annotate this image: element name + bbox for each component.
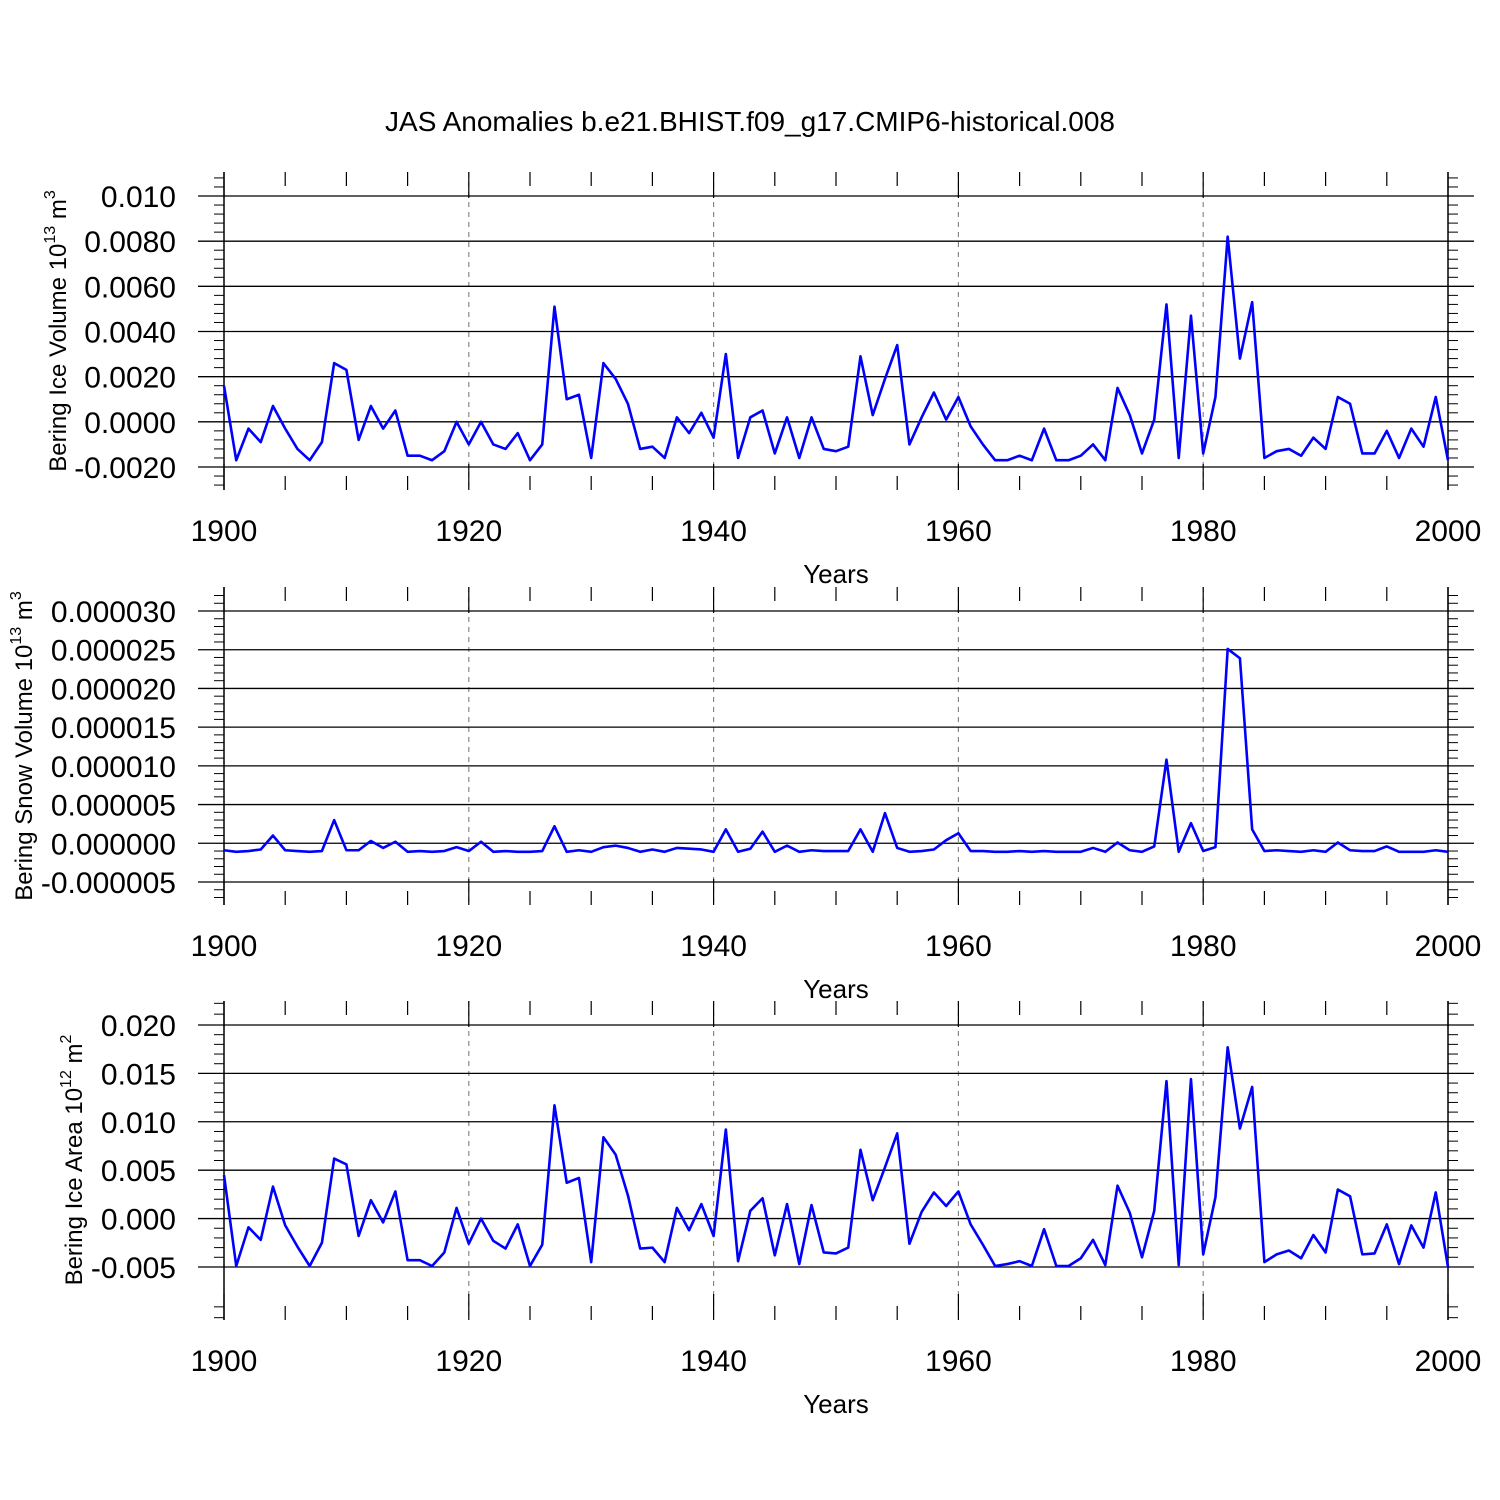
panels: -0.0020 0.0000 0.0020 0.0040 0.0060 0.0080 0.0… <box>8 172 1481 1419</box>
y-axis-label: Bering Snow Volume 1013 m3 <box>8 591 38 901</box>
x-axis-label: Years <box>803 559 869 589</box>
y-tick-label: 0.0060 <box>84 271 176 304</box>
x-axis-label: Years <box>803 974 869 1004</box>
y-axis-label: Bering Ice Area 1012 m2 <box>58 1034 88 1285</box>
x-tick-label: 1960 <box>925 515 992 548</box>
x-tick-label: 2000 <box>1415 515 1482 548</box>
panel-2: -0.000005 0.000000 0.000005 0.000010 0.00001… <box>8 587 1481 1004</box>
y-tick-label: 0.000000 <box>51 828 176 861</box>
y-axis-label: Bering Ice Volume 1013 m3 <box>42 190 72 472</box>
x-tick-label: 1920 <box>435 930 502 963</box>
x-tick-label: 1920 <box>435 515 502 548</box>
series-line-1 <box>223 647 1449 854</box>
x-tick-label: 1900 <box>191 1345 258 1378</box>
y-tick-label: 0.020 <box>101 1010 176 1043</box>
y-tick-label: 0.010 <box>101 181 176 214</box>
x-tick-label: 1960 <box>925 1345 992 1378</box>
x-tick-label: 1980 <box>1170 515 1237 548</box>
x-tick-label: 1900 <box>191 515 258 548</box>
x-tick-label: 1960 <box>925 930 992 963</box>
y-tick-label: 0.010 <box>101 1107 176 1140</box>
y-tick-label: -0.000005 <box>41 867 176 900</box>
y-tick-label: 0.000010 <box>51 751 176 784</box>
series-line-1 <box>222 1045 1450 1268</box>
y-tick-label: 0.000 <box>101 1204 176 1237</box>
x-tick-label: 1980 <box>1170 1345 1237 1378</box>
x-tick-label: 1940 <box>680 1345 747 1378</box>
x-tick-label: 1940 <box>680 515 747 548</box>
y-tick-label: 0.015 <box>101 1058 176 1091</box>
y-tick-label: 0.0000 <box>84 407 176 440</box>
series-line-1 <box>222 235 1450 462</box>
x-tick-label: 1920 <box>435 1345 502 1378</box>
y-tick-label: -0.0020 <box>74 452 176 485</box>
y-tick-label: 0.000030 <box>51 596 176 629</box>
y-tick-label: 0.005 <box>101 1155 176 1188</box>
y-tick-label: 0.0040 <box>84 317 176 350</box>
y-tick-label: 0.000020 <box>51 673 176 706</box>
y-tick-label: 0.000025 <box>51 635 176 668</box>
x-tick-label: 1940 <box>680 930 747 963</box>
panel-3: -0.005 0.000 0.005 0.010 0.015 0.020 1900 1920 1… <box>58 1001 1481 1419</box>
x-tick-label: 1900 <box>191 930 258 963</box>
x-tick-label: 2000 <box>1415 930 1482 963</box>
x-tick-label: 1980 <box>1170 930 1237 963</box>
figure-title: JAS Anomalies b.e21.BHIST.f09_g17.CMIP6-… <box>385 106 1115 137</box>
y-tick-label: 0.000005 <box>51 790 176 823</box>
y-tick-label: 0.0020 <box>84 362 176 395</box>
x-axis-label: Years <box>803 1389 869 1419</box>
y-tick-label: 0.000015 <box>51 712 176 745</box>
y-tick-label: 0.0080 <box>84 226 176 259</box>
y-tick-label: -0.005 <box>91 1252 176 1285</box>
panel-1: -0.0020 0.0000 0.0020 0.0040 0.0060 0.0080 0.0… <box>42 172 1481 589</box>
x-tick-label: 2000 <box>1415 1345 1482 1378</box>
